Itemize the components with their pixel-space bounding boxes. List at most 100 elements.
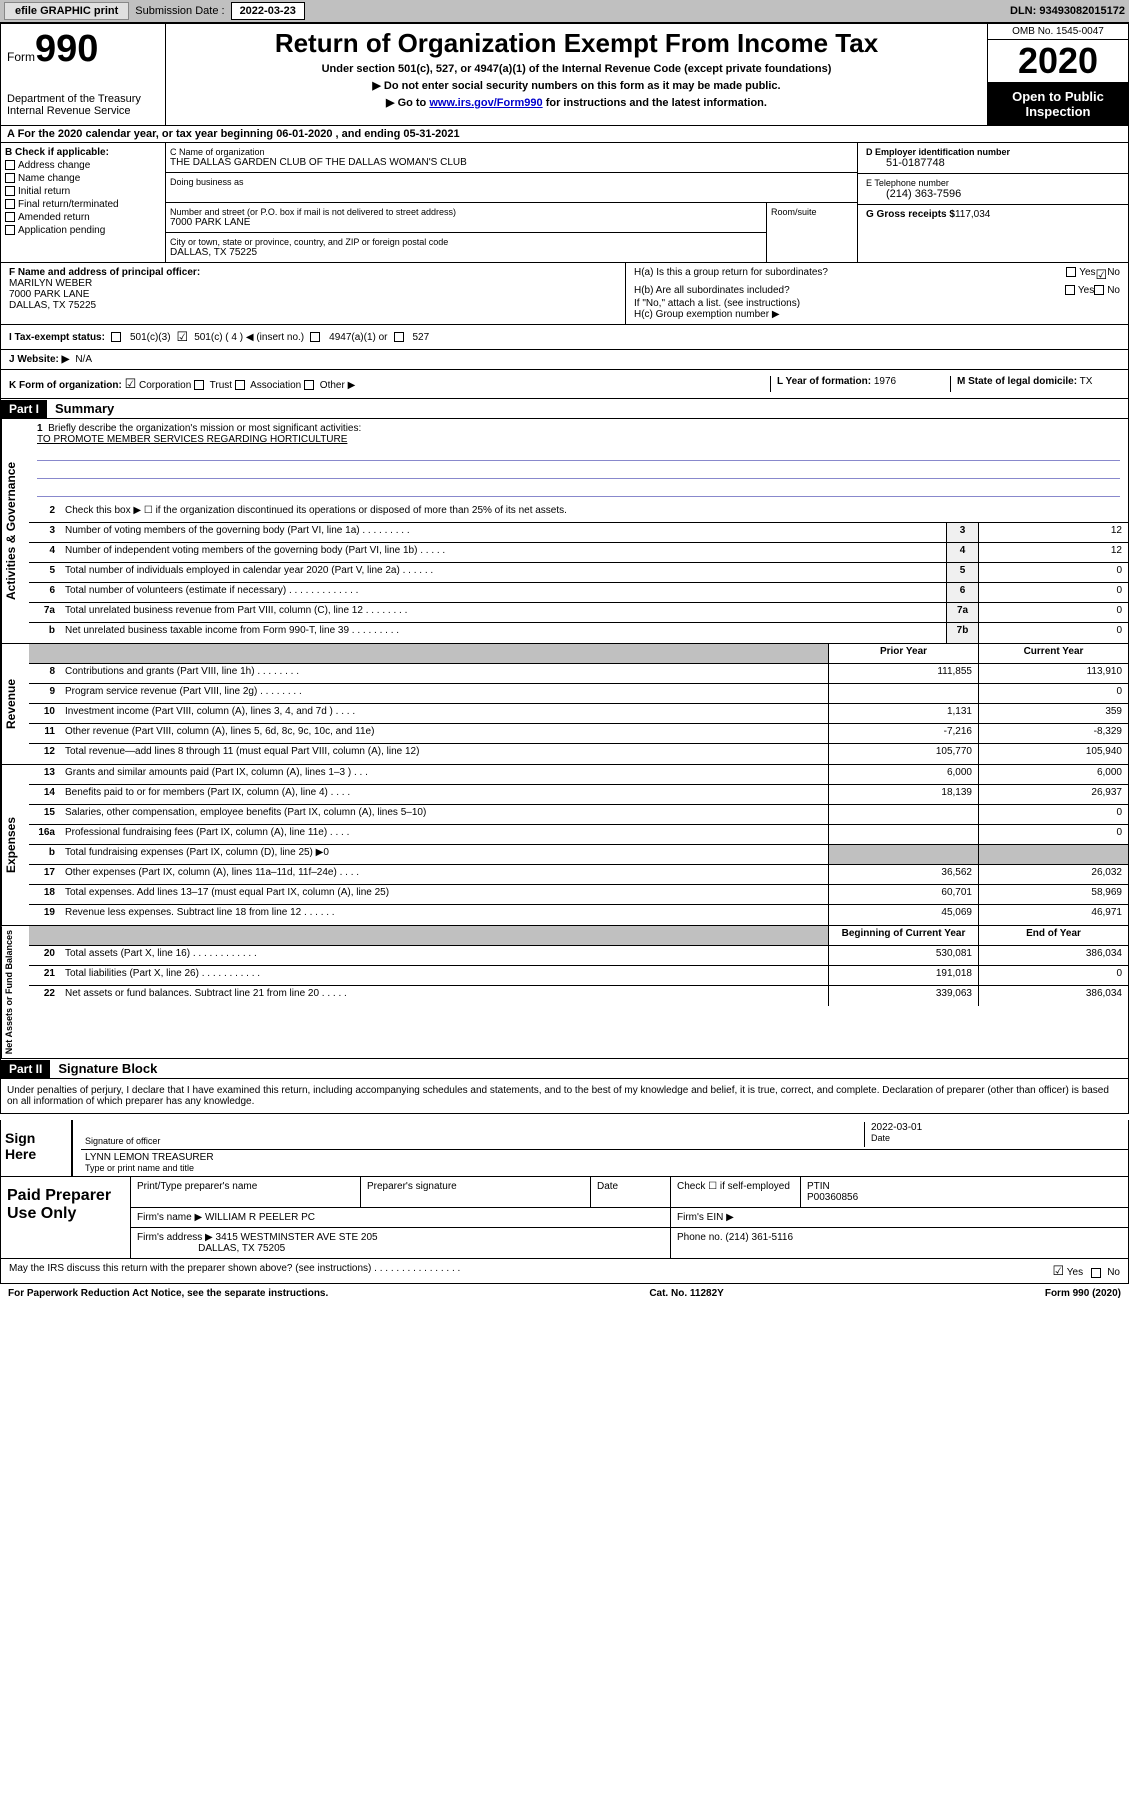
prep-name-label: Print/Type preparer's name <box>131 1177 361 1207</box>
chk-pending: Application pending <box>5 225 161 236</box>
end-year-hdr: End of Year <box>978 926 1128 945</box>
row-a: A For the 2020 calendar year, or tax yea… <box>0 126 1129 143</box>
dln: DLN: 93493082015172 <box>1010 5 1125 17</box>
side-revenue: Revenue <box>1 644 29 764</box>
city-value: DALLAS, TX 75225 <box>170 247 762 258</box>
phone-label: E Telephone number <box>866 178 1120 188</box>
form-note2: ▶ Go to www.irs.gov/Form990 for instruct… <box>174 96 979 109</box>
submission-date: 2022-03-23 <box>231 2 305 20</box>
beg-year-hdr: Beginning of Current Year <box>828 926 978 945</box>
hc-label: H(c) Group exemption number ▶ <box>634 309 1120 320</box>
domicile: TX <box>1080 376 1093 387</box>
city-label: City or town, state or province, country… <box>170 237 762 247</box>
section-fh: F Name and address of principal officer:… <box>0 263 1129 325</box>
part1-title: Summary <box>47 399 122 418</box>
netassets-table: Net Assets or Fund Balances Beginning of… <box>0 926 1129 1059</box>
header-mid: Return of Organization Exempt From Incom… <box>166 24 988 125</box>
chk-address: Address change <box>5 160 161 171</box>
prior-year-hdr: Prior Year <box>828 644 978 663</box>
chk-name: Name change <box>5 173 161 184</box>
footer: For Paperwork Reduction Act Notice, see … <box>0 1284 1129 1303</box>
declaration-text: Under penalties of perjury, I declare th… <box>7 1085 1109 1107</box>
sig-officer-label: Signature of officer <box>85 1136 160 1146</box>
ein-label: D Employer identification number <box>866 147 1010 157</box>
paid-preparer-label: Paid Preparer Use Only <box>1 1177 131 1258</box>
ptin-value: P00360856 <box>807 1192 858 1203</box>
cat-number: Cat. No. 11282Y <box>649 1288 723 1299</box>
side-netassets: Net Assets or Fund Balances <box>1 926 29 1058</box>
hb-label: H(b) Are all subordinates included? <box>634 285 1065 296</box>
officer-name: MARILYN WEBER <box>9 278 617 289</box>
box-d: D Employer identification number 51-0187… <box>858 143 1128 262</box>
domicile-label: M State of legal domicile: <box>957 376 1077 387</box>
prep-sig-label: Preparer's signature <box>361 1177 591 1207</box>
row-k: K Form of organization: ☑ Corporation Tr… <box>0 370 1129 399</box>
sig-date-label: Date <box>871 1133 890 1143</box>
firm-name-label: Firm's name ▶ <box>137 1212 202 1223</box>
gross-label: G Gross receipts $ <box>866 209 955 220</box>
part1-header: Part I Summary <box>0 399 1129 419</box>
form990-link[interactable]: www.irs.gov/Form990 <box>429 97 542 109</box>
part2-title: Signature Block <box>50 1059 165 1078</box>
chk-final: Final return/terminated <box>5 199 161 210</box>
form-note1: ▶ Do not enter social security numbers o… <box>174 79 979 92</box>
header-right: OMB No. 1545-0047 2020 Open to Public In… <box>988 24 1128 125</box>
type-name-label: Type or print name and title <box>85 1163 194 1173</box>
governance-table: Activities & Governance 1 Briefly descri… <box>0 419 1129 644</box>
q2-text: Check this box ▶ ☐ if the organization d… <box>61 503 1128 522</box>
year-formation-label: L Year of formation: <box>777 376 871 387</box>
tax-year: 2020 <box>988 40 1128 83</box>
box-f: F Name and address of principal officer:… <box>1 263 626 324</box>
firm-addr-label: Firm's address ▶ <box>137 1232 213 1243</box>
efile-label: efile GRAPHIC print <box>4 2 129 20</box>
mission-text: TO PROMOTE MEMBER SERVICES REGARDING HOR… <box>37 434 1120 445</box>
dept-label: Department of the Treasury Internal Reve… <box>7 93 159 117</box>
sign-here-label: Sign Here <box>1 1120 71 1176</box>
box-b-label: B Check if applicable: <box>5 147 109 158</box>
ha-label: H(a) Is this a group return for subordin… <box>634 267 1066 283</box>
inspection-label: Open to Public Inspection <box>988 83 1128 125</box>
dba-label: Doing business as <box>170 177 853 187</box>
part2-badge: Part II <box>1 1060 50 1078</box>
row-i: I Tax-exempt status: 501(c)(3) ☑501(c) (… <box>0 325 1129 350</box>
pra-notice: For Paperwork Reduction Act Notice, see … <box>8 1288 328 1299</box>
preparer-table: Paid Preparer Use Only Print/Type prepar… <box>0 1177 1129 1259</box>
q1-label: Briefly describe the organization's miss… <box>48 423 361 434</box>
top-bar: efile GRAPHIC print Submission Date : 20… <box>0 0 1129 23</box>
form-title: Return of Organization Exempt From Incom… <box>174 28 979 59</box>
form-header: Form990 Department of the Treasury Inter… <box>0 23 1129 126</box>
sig-date: 2022-03-01 <box>871 1122 1124 1133</box>
firm-ein-label: Firm's EIN ▶ <box>671 1208 1128 1227</box>
form-ref: Form 990 (2020) <box>1045 1288 1121 1299</box>
hb-note: If "No," attach a list. (see instruction… <box>634 298 1120 309</box>
submission-label: Submission Date : <box>135 5 224 17</box>
phone-value: (214) 363-7596 <box>866 188 1120 200</box>
part1-badge: Part I <box>1 400 47 418</box>
officer-typed-name: LYNN LEMON TREASURER <box>85 1152 1124 1163</box>
addr-label: Number and street (or P.O. box if mail i… <box>170 207 762 217</box>
section-bcd: B Check if applicable: Address change Na… <box>0 143 1129 263</box>
ptin-label: PTIN <box>807 1181 830 1192</box>
side-expenses: Expenses <box>1 765 29 925</box>
revenue-table: Revenue Prior YearCurrent Year 8Contribu… <box>0 644 1129 765</box>
year-formation: 1976 <box>874 376 896 387</box>
tax-status-label: I Tax-exempt status: <box>9 332 105 343</box>
box-h: H(a) Is this a group return for subordin… <box>626 263 1128 324</box>
note2-b: for instructions and the latest informat… <box>543 97 767 109</box>
row-j: J Website: ▶ N/A <box>0 350 1129 370</box>
firm-addr2: DALLAS, TX 75205 <box>198 1243 285 1254</box>
officer-label: F Name and address of principal officer: <box>9 267 200 278</box>
org-name-label: C Name of organization <box>170 147 853 157</box>
expenses-table: Expenses 13Grants and similar amounts pa… <box>0 765 1129 926</box>
self-employed-label: Check ☐ if self-employed <box>671 1177 801 1207</box>
form-word: Form <box>7 50 35 64</box>
ein-value: 51-0187748 <box>866 157 1120 169</box>
gross-value: 117,034 <box>955 209 990 220</box>
officer-addr2: DALLAS, TX 75225 <box>9 300 617 311</box>
discuss-row: May the IRS discuss this return with the… <box>0 1259 1129 1284</box>
firm-phone: (214) 361-5116 <box>725 1232 793 1243</box>
form-org-label: K Form of organization: <box>9 380 122 391</box>
chk-amended: Amended return <box>5 212 161 223</box>
website-value: N/A <box>75 354 92 365</box>
room-label: Room/suite <box>767 203 857 262</box>
